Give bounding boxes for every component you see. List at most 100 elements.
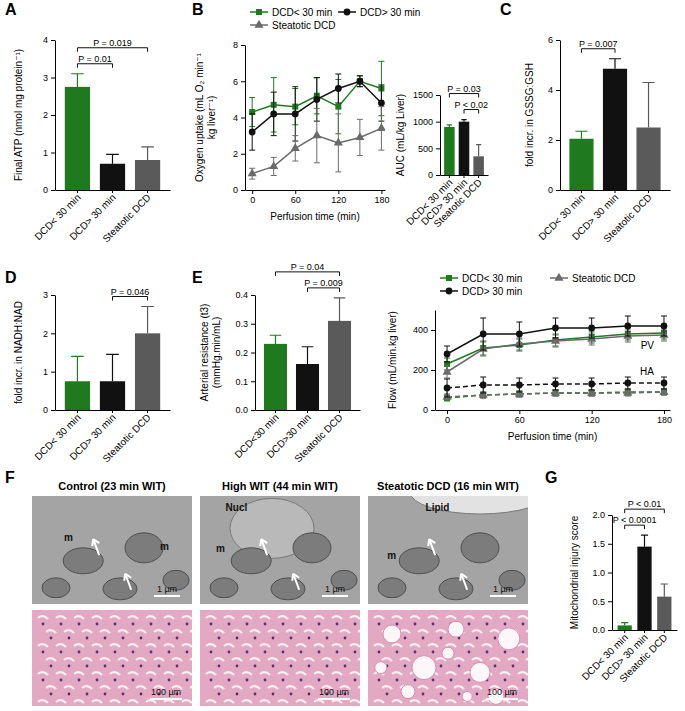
x-tick-mark [112, 410, 113, 413]
x-tick: Steatotic DCD [617, 630, 670, 684]
nucleus-dot [344, 665, 347, 668]
nucleus-dot [300, 623, 303, 626]
error-bar [643, 83, 655, 128]
y-tick-mark [431, 330, 435, 331]
marks [248, 61, 385, 179]
marks [264, 298, 351, 410]
sinusoid [454, 658, 464, 661]
marks [569, 59, 660, 190]
sinusoid [242, 672, 252, 675]
sinusoid [436, 630, 446, 633]
panel-title: Steatotic DCD (16 min WIT) [377, 480, 519, 492]
marker [378, 100, 385, 107]
nucleus-dot [68, 637, 71, 640]
sinusoid [100, 630, 110, 633]
nucleus-dot [326, 665, 329, 668]
sinusoid [182, 672, 192, 675]
nucleus-dot [468, 623, 471, 626]
y-tick: 2 [43, 110, 55, 120]
x-tick-mark [252, 190, 253, 194]
scale-label: 100 µm [319, 687, 349, 697]
significance-bracket [449, 94, 478, 98]
arrow [292, 574, 299, 590]
y-tick-mark [51, 40, 55, 41]
y-tick-label: 1500 [413, 90, 433, 100]
marker [516, 331, 523, 338]
nucleus-dot [132, 651, 135, 654]
error-bar [553, 318, 559, 338]
annotation: P < 0.01 [628, 499, 662, 509]
nucleus-dot [432, 651, 435, 654]
sinusoid [64, 630, 74, 633]
nucleus-dot [494, 665, 497, 668]
bar [603, 69, 627, 190]
nucleus-dot [168, 651, 171, 654]
y-tick-mark [251, 381, 255, 382]
marker [334, 138, 343, 146]
image-panel: FControl (23 min WIT)mm1 µm100 µmHigh WI… [5, 469, 550, 709]
sinusoid [490, 658, 500, 661]
y-tick: 0.3 [235, 319, 255, 329]
legend-label: DCD< 30 min [462, 273, 522, 284]
y-tick: 200 [413, 365, 435, 375]
x-tick-label: 120 [331, 195, 346, 205]
nucleus-dot [468, 651, 471, 654]
scale-bar [150, 698, 182, 700]
x-tick-mark [147, 190, 148, 193]
lipid-droplet [375, 662, 387, 674]
x-tick: 120 [331, 190, 346, 205]
sinusoid [382, 658, 392, 661]
nucleus-dot [246, 679, 249, 682]
legend-label: Steatotic DCD [572, 273, 635, 284]
marks [65, 74, 160, 190]
sinusoid [286, 686, 296, 689]
scale-label: 1 µm [157, 584, 177, 594]
sinusoid [464, 616, 474, 619]
image-label: Nucl [226, 502, 248, 513]
sinusoid [182, 700, 192, 703]
x-axis: DCD< 30 minDCD> 30 minSteatotic DCD [404, 175, 488, 229]
sinusoid [242, 644, 252, 647]
nucleus-dot [486, 651, 489, 654]
sinusoid [92, 700, 102, 703]
scale-label: 1 µm [325, 584, 345, 594]
y-tick-label: 3 [43, 290, 48, 300]
error-bar [461, 120, 466, 122]
y-tick: 1.0 [592, 568, 612, 578]
error-bar [589, 318, 595, 338]
y-tick-mark [241, 190, 245, 191]
x-tick: 60 [291, 190, 301, 205]
panel-title: Control (23 min WIT) [58, 480, 166, 492]
y-tick-mark [556, 40, 560, 41]
y-axis: 050010001500 [413, 90, 441, 180]
sinusoid [46, 686, 56, 689]
sinusoid [500, 672, 510, 675]
sinusoid [400, 630, 410, 633]
sinusoid [374, 616, 384, 619]
image-background [200, 610, 360, 706]
error-bar [106, 354, 119, 381]
y-tick: 2 [43, 329, 55, 339]
significance-bracket [77, 64, 112, 68]
y-tick-mark [251, 410, 255, 411]
x-tick-mark [77, 190, 78, 193]
sinusoid [182, 644, 192, 647]
y-axis-title: AUC (mL/kg Liver) [395, 94, 406, 176]
x-tick-mark [581, 190, 582, 193]
nucleus-dot [150, 679, 153, 682]
annotation: P < 0.0001 [613, 515, 657, 525]
nucleus-dot [210, 623, 213, 626]
nucleus-dot [60, 623, 63, 626]
x-tick-label: Steatotic DCD [100, 412, 153, 465]
x-tick-mark [338, 190, 339, 194]
x-axis: 060120180 [246, 190, 390, 205]
axis-line [55, 296, 56, 411]
y-tick-label: 6 [548, 35, 553, 45]
marker [516, 382, 523, 389]
nucleus-dot [440, 665, 443, 668]
marker [588, 325, 595, 332]
sinusoid [214, 630, 224, 633]
sinusoid [146, 616, 156, 619]
y-tick: 1 [43, 148, 55, 158]
y-tick-mark [51, 372, 55, 373]
